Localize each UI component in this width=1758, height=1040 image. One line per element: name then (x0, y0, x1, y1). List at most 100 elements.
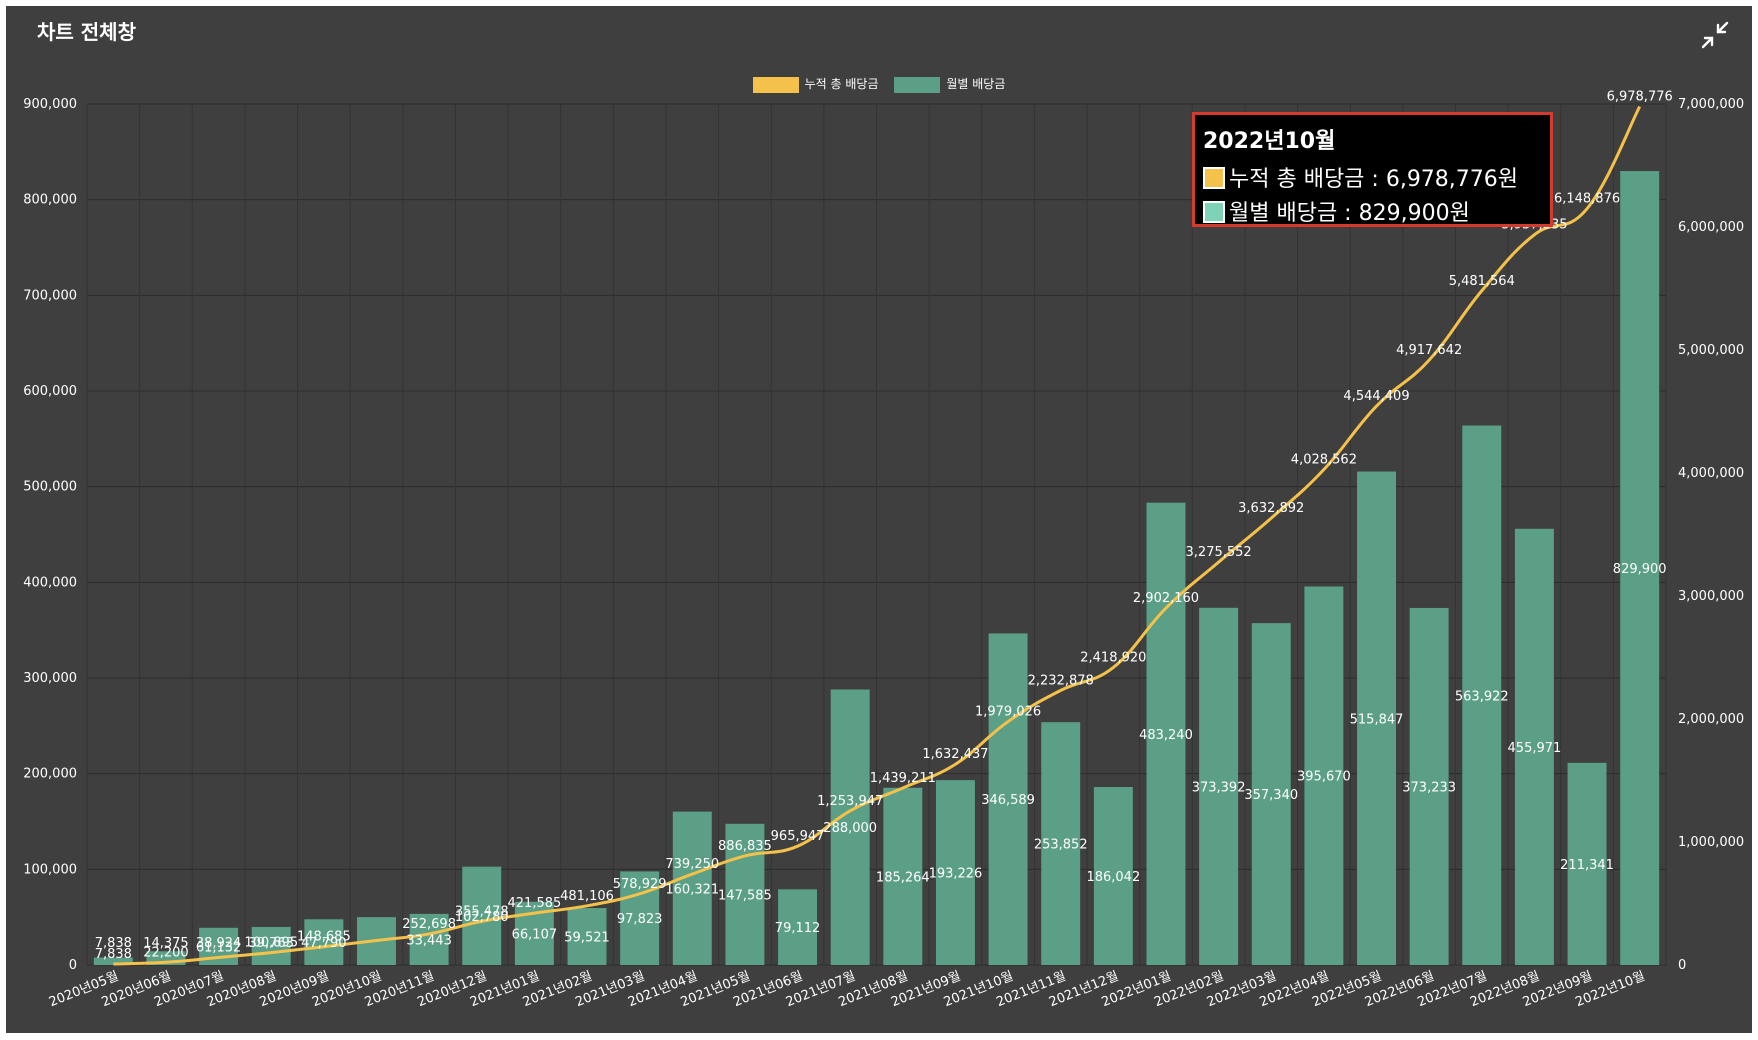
bar-monthly-dividend (1620, 171, 1660, 966)
line-value-label: 578,929 (613, 877, 667, 892)
y-right-tick-label: 0 (1678, 958, 1686, 973)
y-right-tick-label: 5,000,000 (1678, 343, 1744, 358)
line-value-label: 100,895 (244, 936, 298, 951)
bar-value-label: 102,780 (455, 910, 509, 925)
bar-value-label: 97,823 (617, 912, 663, 927)
bar-value-label: 38,924 (196, 936, 242, 951)
bar-value-label: 160,321 (665, 882, 719, 897)
bar-value-label: 47,790 (301, 936, 347, 951)
line-value-label: 4,544,409 (1343, 389, 1409, 404)
bar-monthly-dividend (883, 787, 923, 965)
bar-monthly-dividend (1093, 787, 1133, 965)
line-value-label: 22,200 (143, 945, 189, 960)
y-right-tick-label: 1,000,000 (1678, 835, 1744, 850)
bar-monthly-dividend (1251, 623, 1291, 965)
bar-monthly-dividend (462, 866, 502, 965)
bar-monthly-dividend (1357, 471, 1396, 965)
bar-monthly-dividend (778, 889, 818, 965)
line-value-label: 355,478 (455, 904, 509, 919)
line-value-label: 1,979,026 (975, 705, 1041, 720)
bar-monthly-dividend (935, 780, 975, 965)
bar-value-label: 357,340 (1244, 788, 1298, 803)
line-value-label: 3,275,552 (1186, 545, 1252, 560)
bar-monthly-dividend (1567, 762, 1607, 965)
line-value-label: 5,481,564 (1449, 274, 1515, 289)
bar-value-label: 193,226 (929, 867, 983, 882)
bar-value-label: 39,763 (248, 936, 294, 951)
line-value-label: 6,978,776 (1607, 90, 1673, 105)
line-value-label: 2,232,878 (1028, 673, 1094, 688)
y-left-tick-label: 700,000 (23, 288, 77, 303)
bar-monthly-dividend (1514, 528, 1554, 965)
y-left-tick-label: 800,000 (23, 193, 77, 208)
tooltip-text-cumulative: 누적 총 배당금 : 6,978,776원 (1229, 167, 1519, 192)
line-value-label: 252,698 (402, 917, 456, 932)
bar-monthly-dividend (93, 957, 133, 965)
line-value-label: 3,632,892 (1238, 501, 1304, 516)
line-value-label: 965,947 (771, 829, 825, 844)
bar-monthly-dividend (988, 633, 1028, 965)
y-left-tick-label: 100,000 (23, 862, 77, 877)
line-value-label: 4,917,642 (1396, 343, 1462, 358)
bar-value-label: 515,847 (1350, 712, 1404, 727)
bar-monthly-dividend (251, 926, 291, 965)
bar-value-label: 59,521 (564, 931, 610, 946)
y-right-tick-label: 4,000,000 (1678, 466, 1744, 481)
dividend-chart: 0 100,000 200,000 300,000 400,000 500,000 600,… (23, 90, 1744, 1011)
y-left-tick-label: 200,000 (23, 767, 77, 782)
line-value-label: 148,685 (297, 930, 351, 945)
bar-value-label: 346,589 (981, 793, 1035, 808)
line-value-label: 7,838 (95, 947, 132, 962)
legend-label-cumulative: 누적 총 배당금 (804, 77, 879, 91)
line-value-label: 1,632,437 (922, 747, 988, 762)
y-right-tick-label: 7,000,000 (1678, 97, 1744, 112)
line-value-label: 2,902,160 (1133, 591, 1199, 606)
bar-monthly-dividend (1462, 425, 1502, 965)
bar-value-label: 185,264 (876, 870, 930, 885)
line-value-label: 1,253,947 (817, 794, 883, 809)
y-left-tick-label: 0 (69, 958, 77, 973)
tooltip-title: 2022년10월 (1203, 129, 1336, 154)
collapse-fullscreen-icon[interactable] (1700, 20, 1730, 50)
bar-value-label: 395,670 (1297, 770, 1351, 785)
y-left-tick-label: 500,000 (23, 480, 77, 495)
y-left-tick-label: 900,000 (23, 97, 77, 112)
y-left-tick-label: 300,000 (23, 671, 77, 686)
bar-value-label: 288,000 (823, 821, 877, 836)
legend-item-cumulative[interactable]: 누적 총 배당금 (752, 75, 879, 93)
bar-monthly-dividend (1146, 502, 1186, 965)
y-right-tick-label: 2,000,000 (1678, 712, 1744, 727)
bar-value-label: 483,240 (1139, 728, 1193, 743)
bar-monthly-dividend (620, 871, 660, 965)
chart-tooltip: 2022년10월 누적 총 배당금 : 6,978,776원 월별 배당금 : … (1192, 112, 1553, 227)
bar-value-label: 66,107 (512, 927, 558, 942)
bar-value-label: 33,443 (406, 933, 452, 948)
line-value-label: 886,835 (718, 839, 772, 854)
line-cumulative-dividend (113, 105, 1642, 966)
tooltip-text-monthly: 월별 배당금 : 829,900원 (1229, 201, 1470, 226)
bar-monthly-dividend (409, 913, 449, 965)
legend-swatch-monthly (894, 76, 941, 93)
tooltip-swatch-monthly (1203, 201, 1225, 223)
line-value-label: 61,132 (196, 940, 242, 955)
bar-monthly-dividend (1199, 607, 1239, 965)
bar-value-label: 211,341 (1560, 858, 1614, 873)
tooltip-row-monthly: 월별 배당금 : 829,900원 (1203, 195, 1542, 227)
line-value-label: 1,439,211 (870, 771, 936, 786)
bar-value-label: 829,900 (1613, 562, 1667, 577)
bar-value-label: 147,585 (718, 888, 772, 903)
y-left-tick-label: 600,000 (23, 384, 77, 399)
bar-monthly-dividend (304, 919, 344, 965)
bar-value-label: 14,375 (143, 936, 189, 951)
bar-value-label: 563,922 (1455, 689, 1509, 704)
bar-monthly-dividend (830, 689, 870, 965)
bar-value-label: 373,392 (1192, 780, 1246, 795)
line-value-label: 421,585 (508, 896, 562, 911)
y-right-tick-label: 3,000,000 (1678, 589, 1744, 604)
y-right-tick-label: 6,000,000 (1678, 220, 1744, 235)
bar-value-label: 79,112 (775, 921, 821, 936)
legend-item-monthly[interactable]: 월별 배당금 (894, 75, 1005, 93)
bar-value-label: 186,042 (1086, 870, 1140, 885)
bar-monthly-dividend (672, 811, 712, 965)
bar-value-label: 7,838 (95, 936, 132, 951)
